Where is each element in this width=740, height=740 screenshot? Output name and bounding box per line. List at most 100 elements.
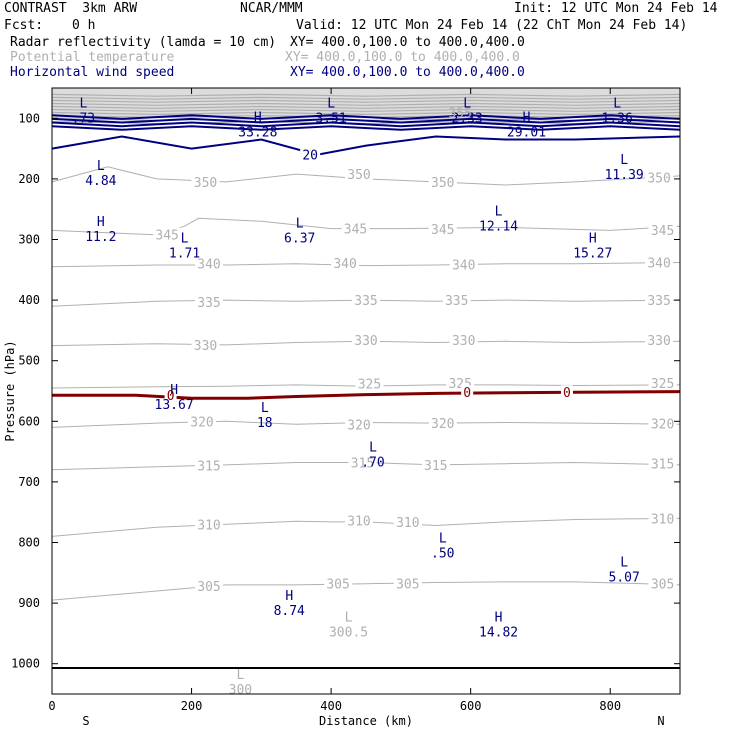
y-axis-label: Pressure (hPa) — [3, 340, 17, 441]
x-end-label-south: S — [82, 714, 89, 728]
theta-contour-345-label: 345 — [651, 224, 674, 239]
zero-line-label: 0 — [167, 389, 175, 404]
theta-contour-305-label: 305 — [197, 580, 220, 595]
extremum-value: 13.67 — [155, 398, 194, 413]
extremum-value: 300 — [229, 683, 252, 698]
extremum-low-marker: L — [369, 441, 377, 456]
y-tick-label: 900 — [18, 596, 40, 610]
x-tick-label: 800 — [599, 699, 621, 713]
theta-contour-350-label-bg — [645, 170, 674, 185]
field-wind-xy: XY= 400.0,100.0 to 400.0,400.0 — [290, 65, 525, 80]
theta-contour-335-label: 335 — [445, 294, 468, 309]
upper-theta-line — [51, 105, 681, 109]
extremum-value: 15.27 — [573, 247, 612, 262]
theta-contour-335-label: 335 — [354, 294, 377, 309]
theta-contour-320-label-bg — [428, 416, 457, 431]
extremum-value: 18 — [257, 416, 273, 431]
theta-contour-305-label-bg — [648, 576, 677, 591]
field-theta-name: Potential temperature — [10, 50, 175, 65]
extremum-value: 11.2 — [85, 230, 116, 245]
extremum-high-marker: H — [97, 215, 105, 230]
extremum-low-marker: L — [327, 96, 335, 111]
theta-contour-340 — [51, 262, 681, 268]
theta-contour-315-label: 315 — [197, 460, 220, 475]
theta-contour-315-label-bg — [195, 458, 223, 473]
theta-contour-305-label: 305 — [651, 578, 674, 593]
theta-contour-310-label: 310 — [651, 512, 674, 527]
x-end-label-north: N — [657, 714, 664, 728]
theta-contour-340-label: 340 — [333, 257, 356, 272]
theta-contour-335-label-bg — [645, 293, 674, 308]
y-tick-label: 500 — [18, 354, 40, 368]
wind-contour-20-label: 20 — [302, 149, 318, 164]
theta-contour-320-label-bg — [345, 417, 374, 432]
theta-contour-350-label: 350 — [647, 172, 670, 187]
theta-contour-310-label-bg — [648, 511, 677, 526]
extremum-low-marker: L — [236, 668, 244, 683]
theta-contour-330-label: 330 — [354, 334, 377, 349]
upper-wind-line — [51, 117, 681, 124]
upper-theta-line — [51, 111, 681, 116]
extremum-value: .50 — [431, 547, 454, 562]
theta-contour-340-label-bg — [645, 255, 674, 270]
upper-theta-line — [51, 99, 681, 103]
theta-contour-345-label-bg — [153, 227, 182, 242]
upper-theta-line — [51, 93, 681, 97]
theta-contour-335-label: 335 — [197, 296, 220, 311]
forecast-value: 0 h — [72, 18, 96, 33]
theta-contour-320-label: 320 — [651, 418, 674, 433]
x-tick-label: 200 — [181, 699, 203, 713]
extremum-high-marker: H — [170, 383, 178, 398]
theta-contour-305-label-bg — [393, 576, 422, 591]
theta-contour-335-label-bg — [442, 293, 471, 308]
extremum-value: 29.01 — [507, 125, 546, 140]
upper-wind-line — [51, 114, 681, 120]
theta-contour-325-label: 325 — [358, 378, 381, 393]
theta-contour-315-label-bg — [348, 455, 377, 470]
theta-contour-330-label-bg — [645, 333, 674, 348]
x-tick-label: 0 — [48, 699, 55, 713]
theta-contour-330-label: 330 — [647, 334, 670, 349]
extremum-high-marker: H — [589, 232, 597, 247]
field-theta-xy: XY= 400.0,100.0 to 400.0,400.0 — [285, 50, 520, 65]
theta-contour-345-label-bg — [648, 222, 677, 237]
theta-contour-350-label: 350 — [194, 176, 217, 191]
extremum-value: 5.07 — [609, 571, 640, 586]
theta-contour-315-label: 315 — [651, 458, 674, 473]
theta-contour-330-label-bg — [449, 333, 478, 348]
extremum-value: 6.37 — [284, 231, 315, 246]
center-label: NCAR/MMM — [240, 1, 303, 16]
upper-wind-line — [51, 121, 681, 128]
y-tick-label: 400 — [18, 293, 40, 307]
extremum-low-marker: L — [613, 96, 621, 111]
theta-contour-315-label-bg — [421, 457, 450, 472]
extremum-low-marker: L — [181, 232, 189, 247]
theta-contour-320-label-bg — [648, 416, 677, 431]
extremum-value: 300.5 — [329, 625, 368, 640]
theta-contour-310-label: 310 — [197, 518, 220, 533]
upper-band — [52, 88, 680, 118]
extremum-low-marker: L — [463, 96, 471, 111]
theta-contour-350-label-bg — [191, 174, 220, 189]
upper-wind-line — [51, 125, 681, 131]
extremum-high-marker: H — [254, 110, 262, 125]
extremum-low-marker: L — [620, 153, 628, 168]
extremum-high-marker: H — [523, 110, 531, 125]
extremum-value: 8.74 — [274, 604, 305, 619]
upper-theta-line — [51, 96, 681, 100]
theta-contour-330-label-bg — [191, 337, 220, 352]
extremum-value: 1.36 — [602, 111, 633, 126]
theta-contour-340-label-bg — [195, 256, 223, 271]
theta-contour-350-label-bg — [428, 174, 457, 189]
extremum-value: 3.51 — [315, 111, 346, 126]
y-tick-label: 100 — [18, 111, 40, 125]
theta-contour-310-label-bg — [345, 513, 374, 528]
extremum-low-marker: L — [495, 204, 503, 219]
theta-contour-345-label-bg — [341, 221, 370, 236]
theta-contour-340-label: 340 — [197, 258, 220, 273]
theta-contour-315-label-bg — [648, 456, 677, 471]
extremum-low-marker: 355 — [448, 107, 471, 122]
zero-line-label: 0 — [563, 386, 571, 401]
theta-contour-345-label-bg — [428, 222, 457, 237]
wind-contour-20-label-bg — [300, 147, 321, 162]
